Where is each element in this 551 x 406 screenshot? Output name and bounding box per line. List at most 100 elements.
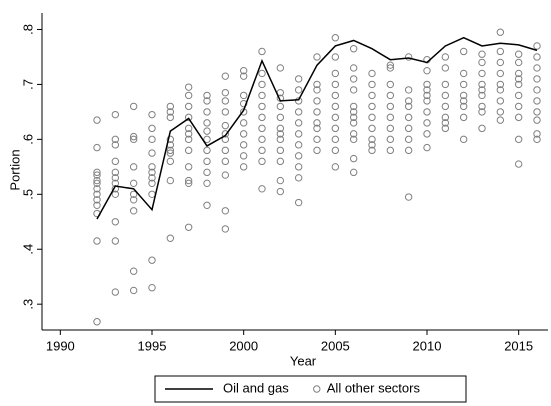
scatter-point xyxy=(166,146,175,155)
scatter-point xyxy=(221,130,230,138)
scatter-point xyxy=(184,146,193,155)
scatter-point xyxy=(404,124,413,133)
x-tick-label: 2010 xyxy=(413,338,442,353)
scatter-point xyxy=(331,34,340,42)
scatter-point xyxy=(294,198,303,207)
scatter-point xyxy=(496,97,505,105)
scatter-point xyxy=(313,146,321,155)
scatter-point xyxy=(148,174,156,182)
scatter-point xyxy=(533,42,541,50)
scatter-point xyxy=(313,124,321,133)
scatter-point xyxy=(166,113,175,122)
scatter-point xyxy=(404,146,413,155)
scatter-point xyxy=(294,97,303,105)
scatter-point xyxy=(239,66,248,75)
scatter-point xyxy=(221,97,230,105)
scatter-point xyxy=(203,127,211,135)
scatter-point xyxy=(386,124,395,133)
x-tick-label: 2000 xyxy=(229,338,258,353)
scatter-point xyxy=(386,61,395,69)
scatter-point xyxy=(93,168,101,177)
scatter-point xyxy=(184,130,193,138)
scatter-point xyxy=(93,201,101,209)
scatter-point xyxy=(423,86,431,94)
scatter-point xyxy=(184,91,193,100)
scatter-point xyxy=(276,124,285,133)
scatter-point xyxy=(111,141,120,149)
scatter-point xyxy=(221,88,230,97)
scatter-point xyxy=(129,135,138,144)
scatter-point xyxy=(441,80,450,89)
scatter-point xyxy=(93,171,101,179)
y-axis-title: Portion xyxy=(7,149,22,190)
scatter-point xyxy=(423,108,431,116)
scatter-point xyxy=(514,58,523,67)
scatter-point xyxy=(184,113,193,122)
scatter-point xyxy=(294,130,303,138)
x-tick-label: 2005 xyxy=(321,338,350,353)
scatter-point xyxy=(404,193,413,201)
scatter-point xyxy=(404,135,413,144)
scatter-point xyxy=(276,130,285,138)
scatter-point xyxy=(478,69,486,78)
scatter-point xyxy=(184,102,193,111)
scatter-point xyxy=(368,135,376,144)
scatter-point xyxy=(514,75,523,83)
scatter-point xyxy=(368,146,376,155)
scatter-point xyxy=(478,124,486,133)
scatter-point xyxy=(441,113,450,122)
scatter-point xyxy=(184,179,193,188)
scatter-point xyxy=(478,102,486,111)
scatter-point xyxy=(514,50,523,58)
scatter-point xyxy=(258,69,266,78)
scatter-point xyxy=(331,146,340,155)
scatter-point xyxy=(294,119,303,127)
scatter-point xyxy=(221,72,230,80)
scatter-point xyxy=(496,69,505,78)
scatter-point xyxy=(258,47,266,56)
scatter-point xyxy=(349,102,358,111)
x-tick-label: 1995 xyxy=(138,338,167,353)
scatter-point xyxy=(368,91,376,100)
scatter-point xyxy=(148,168,156,177)
scatter-point xyxy=(294,174,303,182)
scatter-point xyxy=(423,97,431,105)
scatter-point xyxy=(423,91,431,100)
scatter-point xyxy=(129,207,138,215)
scatter-point xyxy=(514,91,523,100)
scatter-point xyxy=(276,102,285,111)
scatter-point xyxy=(496,86,505,94)
scatter-point xyxy=(93,179,101,188)
scatter-point xyxy=(404,113,413,122)
scatter-point xyxy=(258,102,266,111)
scatter-point xyxy=(276,135,285,144)
scatter-point xyxy=(423,130,431,138)
scatter-point xyxy=(221,121,230,130)
scatter-point xyxy=(203,119,211,127)
scatter-point xyxy=(111,110,120,119)
scatter-point xyxy=(239,130,248,138)
scatter-point xyxy=(221,146,230,155)
scatter-point xyxy=(478,58,486,67)
scatter-point xyxy=(441,119,450,127)
scatter-point xyxy=(203,146,211,155)
scatter-point xyxy=(258,185,266,193)
scatter-point xyxy=(459,113,468,122)
scatter-point xyxy=(93,190,101,198)
scatter-point xyxy=(166,176,175,185)
scatter-point xyxy=(203,108,211,116)
scatter-point xyxy=(276,157,285,166)
scatter-point xyxy=(349,168,358,177)
legend-swatch xyxy=(313,385,321,393)
scatter-point xyxy=(148,135,156,144)
scatter-point xyxy=(459,80,468,89)
scatter-point xyxy=(203,97,211,105)
scatter-point xyxy=(184,223,193,231)
scatter-point xyxy=(478,91,486,100)
scatter-point xyxy=(386,64,395,72)
scatter-point xyxy=(294,75,303,83)
scatter-point xyxy=(349,75,358,83)
scatter-point xyxy=(129,132,138,141)
scatter-point xyxy=(111,168,120,177)
